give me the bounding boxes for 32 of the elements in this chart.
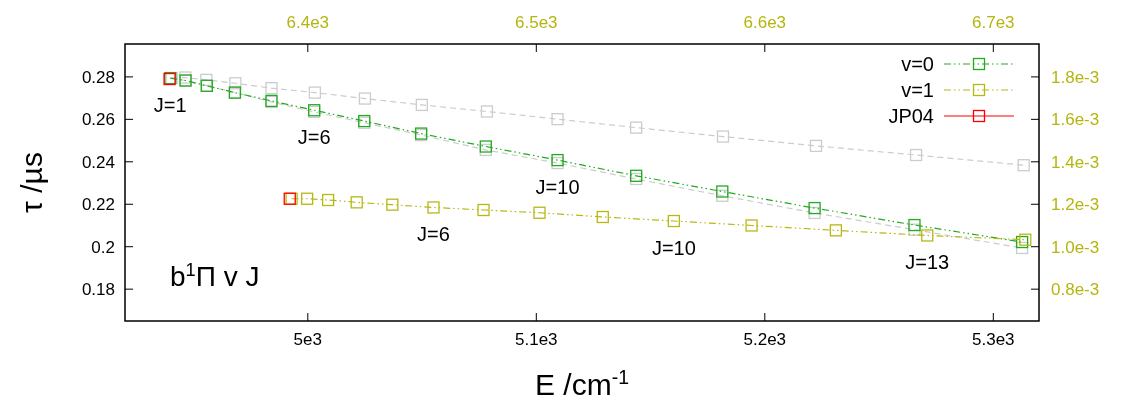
y2-tick-label: 1.2e-3 [1051, 195, 1100, 215]
annotation: J=13 [905, 251, 950, 274]
x2-tick-label: 6.5e3 [515, 13, 558, 32]
x2-tick-label: 6.7e3 [972, 13, 1015, 32]
annotation: J=6 [417, 223, 450, 246]
y-tick-label: 0.28 [81, 67, 115, 87]
y-tick-label: 0.22 [81, 195, 115, 215]
annotation: J=1 [153, 94, 187, 117]
x2-tick-label: 6.4e3 [286, 13, 330, 32]
legend-label: JP04 [888, 105, 934, 127]
y2-tick-label: 1.6e-3 [1051, 110, 1100, 130]
y2-tick-label: 1.0e-3 [1051, 237, 1100, 257]
x-tick-label: 5.1e3 [515, 330, 558, 349]
x-tick-label: 5e3 [293, 330, 322, 349]
x-tick-label: 5.2e3 [743, 330, 787, 349]
annotation: J=10 [535, 176, 580, 199]
y2-tick-label: 1.4e-3 [1051, 152, 1100, 172]
annotation: b$^{1}$Π v J [170, 260, 260, 292]
legend-label: v=0 [901, 53, 934, 75]
annotation: J=6 [297, 126, 331, 149]
x-axis-title: E /cm$^{-1}$ [534, 366, 630, 401]
x2-tick-label: 6.6e3 [743, 13, 787, 32]
y-axis-title: τ /µs [15, 152, 48, 213]
y-tick-label: 0.2 [91, 237, 115, 257]
y-tick-label: 0.24 [81, 152, 115, 172]
y2-tick-label: 0.8e-3 [1051, 280, 1100, 300]
x-tick-label: 5.3e3 [972, 330, 1015, 349]
legend-label: v=1 [901, 79, 934, 101]
y-tick-label: 0.18 [81, 280, 115, 300]
y-tick-label: 0.26 [81, 110, 115, 130]
annotation: J=10 [651, 237, 696, 260]
y2-tick-label: 1.8e-3 [1051, 67, 1100, 87]
